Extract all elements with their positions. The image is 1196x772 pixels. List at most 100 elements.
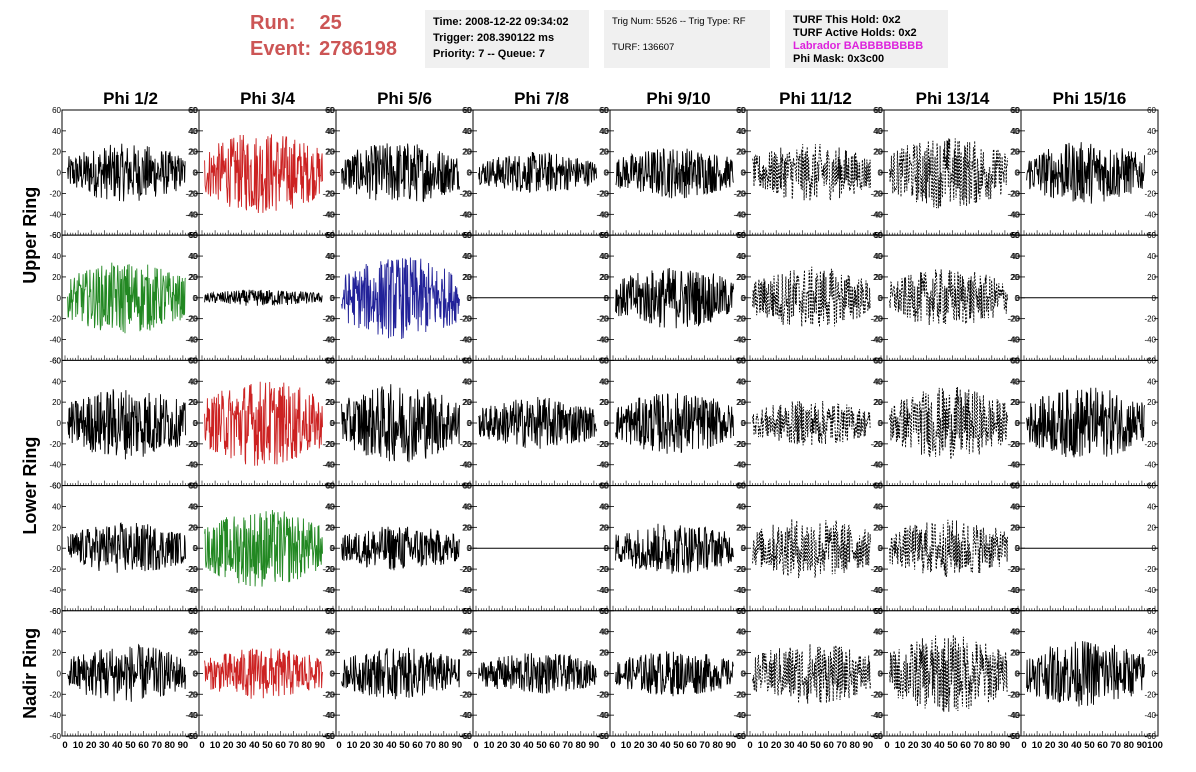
waveform-trace xyxy=(615,393,734,454)
y-tick-label: 60 xyxy=(1010,482,1019,491)
y-tick-label: 20 xyxy=(736,649,745,658)
event-value: 2786198 xyxy=(319,38,397,60)
y-tick-label: 60 xyxy=(189,356,198,365)
y-tick-label: 0 xyxy=(468,419,473,428)
y-tick-label: 40 xyxy=(326,628,335,637)
y-tick-label: -60 xyxy=(322,732,334,741)
y-tick-label: -20 xyxy=(459,440,471,449)
time-info-box: Time: 2008-12-22 09:34:02 Trigger: 208.3… xyxy=(425,10,589,68)
y-tick-label: -40 xyxy=(49,586,61,595)
y-tick-label: 40 xyxy=(599,252,608,261)
y-tick-label: -40 xyxy=(870,586,882,595)
turf-active-holds-text: TURF Active Holds: 0x2 xyxy=(793,27,917,39)
y-tick-label: 0 xyxy=(742,419,747,428)
x-tick-label: 90 xyxy=(178,740,189,751)
waveform-trace xyxy=(67,143,186,202)
y-tick-label: -20 xyxy=(185,565,197,574)
y-tick-label: 60 xyxy=(188,482,197,491)
x-tick-label: 90 xyxy=(452,740,463,751)
y-tick-label: 40 xyxy=(873,252,882,261)
y-tick-label: 20 xyxy=(737,273,746,282)
y-tick-label: 20 xyxy=(189,273,198,282)
y-tick-label: 40 xyxy=(188,628,197,637)
y-tick-label: -40 xyxy=(733,586,745,595)
y-tick-label: 60 xyxy=(462,356,471,365)
waveform-trace xyxy=(67,643,186,702)
y-tick-label: 60 xyxy=(1011,356,1020,365)
y-tick-label: 20 xyxy=(326,273,335,282)
y-tick-label: 60 xyxy=(1147,482,1156,491)
y-tick-label: 60 xyxy=(873,607,882,616)
waveform-trace xyxy=(204,381,323,466)
y-tick-label: 40 xyxy=(1010,127,1019,136)
x-tick-label: 50 xyxy=(947,740,958,751)
y-tick-label: -20 xyxy=(596,565,608,574)
y-tick-label: 60 xyxy=(600,231,609,240)
y-tick-label: 60 xyxy=(326,607,335,616)
y-tick-label: 20 xyxy=(737,649,746,658)
y-tick-label: -20 xyxy=(733,440,745,449)
y-tick-label: -40 xyxy=(185,711,197,720)
y-tick-label: -40 xyxy=(1008,210,1020,219)
y-tick-label: 0 xyxy=(194,669,199,678)
y-tick-label: 60 xyxy=(325,607,334,616)
y-tick-label: 0 xyxy=(605,169,610,178)
y-tick-label: -40 xyxy=(459,461,471,470)
y-tick-label: 40 xyxy=(1147,628,1156,637)
y-tick-label: 0 xyxy=(468,669,473,678)
y-tick-label: 60 xyxy=(325,106,334,115)
x-tick-label: 10 xyxy=(210,740,221,751)
y-tick-label: 0 xyxy=(1015,169,1020,178)
y-tick-label: -20 xyxy=(1007,189,1019,198)
waveform-trace xyxy=(752,143,871,202)
x-tick-label: 0 xyxy=(610,740,615,751)
y-tick-label: 20 xyxy=(599,523,608,532)
y-tick-label: 0 xyxy=(1016,669,1021,678)
y-tick-label: -40 xyxy=(734,711,746,720)
column-label: Phi 15/16 xyxy=(1053,89,1127,108)
y-tick-label: 0 xyxy=(330,544,335,553)
y-tick-label: -40 xyxy=(1007,336,1019,345)
x-tick-label: 30 xyxy=(647,740,658,751)
x-tick-label: 50 xyxy=(673,740,684,751)
x-tick-label: 50 xyxy=(125,740,136,751)
y-tick-label: -40 xyxy=(1007,461,1019,470)
y-tick-label: 0 xyxy=(467,169,472,178)
y-tick-label: 20 xyxy=(873,523,882,532)
y-tick-label: 20 xyxy=(1011,273,1020,282)
y-tick-label: 60 xyxy=(737,106,746,115)
run-value: 25 xyxy=(319,12,342,34)
x-tick-label: 30 xyxy=(236,740,247,751)
x-tick-label: 80 xyxy=(713,740,724,751)
y-tick-label: 40 xyxy=(325,377,334,386)
y-tick-label: 20 xyxy=(874,148,883,157)
waveform-trace xyxy=(204,134,323,214)
waveform-trace xyxy=(889,138,1008,209)
y-tick-label: -40 xyxy=(322,461,334,470)
y-tick-label: 20 xyxy=(462,273,471,282)
y-tick-label: -20 xyxy=(185,189,197,198)
y-tick-label: 40 xyxy=(1147,502,1156,511)
y-tick-label: 0 xyxy=(741,544,746,553)
y-tick-label: 60 xyxy=(874,231,883,240)
y-tick-label: 40 xyxy=(736,628,745,637)
waveform-trace xyxy=(1026,641,1145,707)
waveform-trace xyxy=(341,384,460,463)
y-tick-label: 0 xyxy=(742,294,747,303)
y-tick-label: 0 xyxy=(467,419,472,428)
y-tick-label: 60 xyxy=(52,106,61,115)
y-tick-label: -40 xyxy=(1007,586,1019,595)
y-tick-label: -20 xyxy=(322,565,334,574)
